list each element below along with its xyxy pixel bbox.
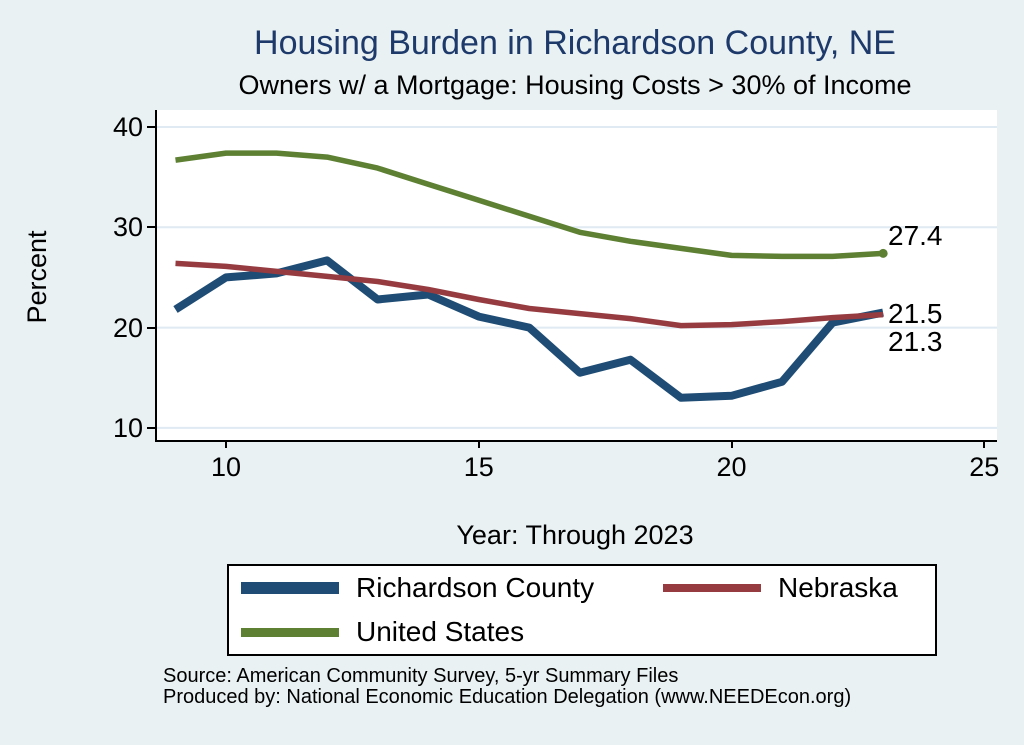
legend-row: Richardson County Nebraska [241, 566, 935, 610]
legend-label-united-states: United States [356, 616, 525, 647]
x-tick-mark [730, 440, 733, 448]
x-tick-label: 25 [969, 452, 1000, 482]
series-line-nebraska [175, 260, 884, 329]
x-tick-mark [983, 440, 986, 448]
y-tick-label: 10 [112, 412, 143, 443]
series-end-marker [878, 248, 888, 258]
produced-by-line: Produced by: National Economic Education… [163, 686, 852, 708]
legend-swatch-nebraska [663, 584, 761, 592]
legend-label-nebraska: Nebraska [778, 572, 898, 603]
source-line: Source: American Community Survey, 5-yr … [163, 665, 679, 687]
x-tick-label: 10 [210, 452, 242, 482]
y-tick-label: 20 [112, 312, 143, 343]
y-axis-title: Percent [22, 230, 52, 324]
legend-swatch-united-states [241, 627, 339, 637]
y-tick-mark [147, 426, 155, 429]
x-tick-label: 15 [463, 452, 494, 482]
y-tick-label: 40 [112, 112, 143, 142]
plot-area: 10 20 30 40 10 15 20 25 21.5 21.3 27.4 [113, 110, 999, 482]
legend-row: United States [241, 610, 935, 654]
y-tick-mark [147, 226, 155, 229]
y-tick-label: 30 [112, 212, 143, 243]
legend-swatch-richardson-county [241, 582, 339, 594]
x-tick-mark [477, 440, 480, 448]
y-tick-mark [147, 326, 155, 329]
end-value-label-nebraska: 21.3 [888, 325, 943, 357]
x-tick-mark [225, 440, 227, 448]
legend-label-richardson-county: Richardson County [356, 572, 595, 603]
legend: Richardson County Nebraska United States [227, 564, 937, 656]
chart-subtitle: Owners w/ a Mortgage: Housing Costs > 30… [238, 70, 912, 100]
y-tick-mark [147, 126, 155, 128]
end-value-label-richardson-county: 21.5 [888, 297, 943, 329]
x-tick-label: 20 [716, 452, 747, 482]
x-axis-title: Year: Through 2023 [456, 520, 694, 550]
chart-canvas [157, 126, 997, 429]
chart-title: Housing Burden in Richardson County, NE [254, 24, 896, 62]
series-line-united-states [175, 150, 884, 260]
end-value-label-united-states: 27.4 [888, 220, 943, 252]
source-note: Source: American Community Survey, 5-yr … [163, 666, 851, 708]
series-line-richardson-county [173, 256, 884, 402]
